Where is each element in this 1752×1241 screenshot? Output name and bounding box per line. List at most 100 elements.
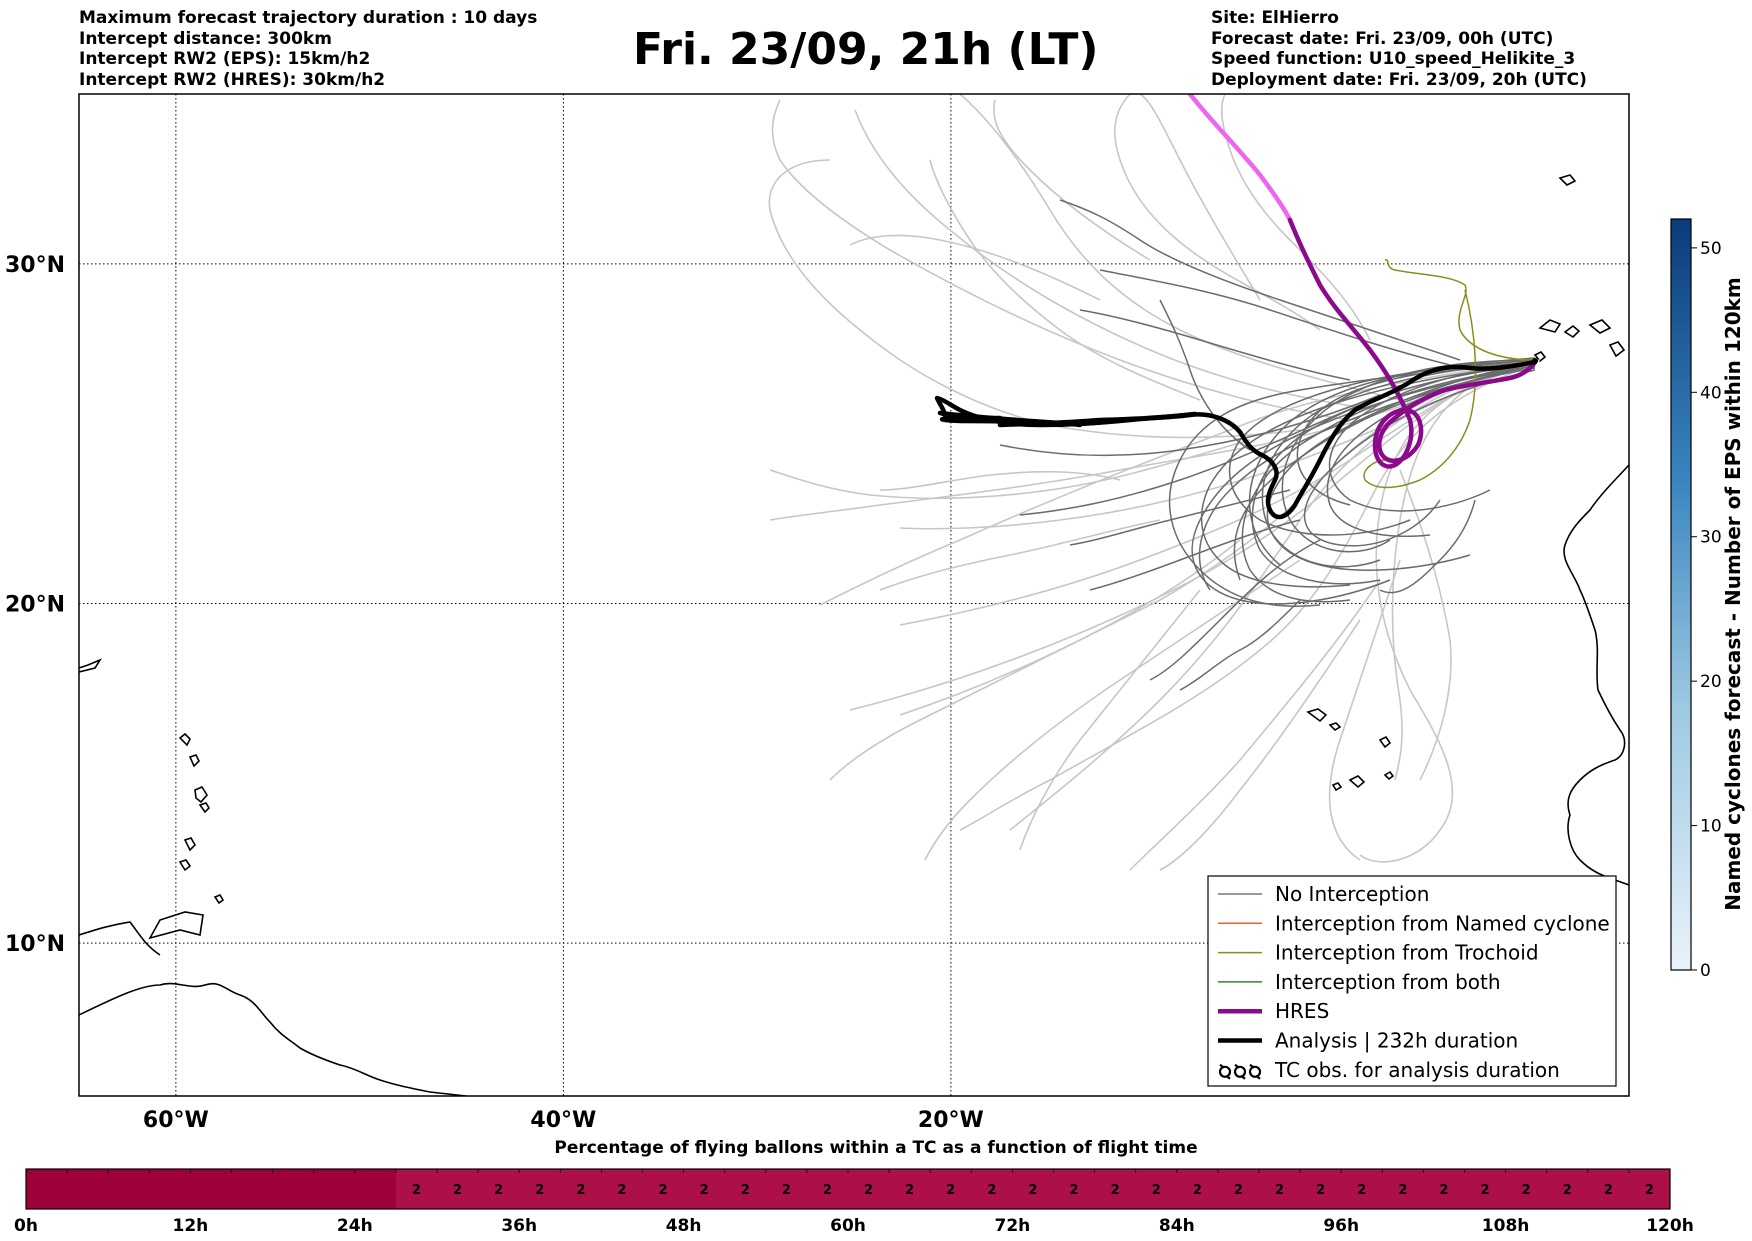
deployment-date: Deployment date: Fri. 23/09, 20h (UTC) — [1211, 69, 1587, 90]
legend-label: Analysis | 232h duration — [1275, 1029, 1518, 1053]
timeline-segment — [930, 1169, 972, 1209]
eps-dark-18 — [1099, 269, 1451, 366]
timeline-hour-label: 120h — [1646, 1216, 1694, 1236]
timeline-segment-value: 2 — [1522, 1183, 1531, 1198]
hres-track-early — [1187, 94, 1293, 223]
eps-light-9 — [769, 361, 1531, 521]
timeline-segment-value: 2 — [905, 1183, 914, 1198]
timeline-segment-value: 2 — [741, 1183, 750, 1198]
eps-light-19 — [1220, 94, 1371, 341]
timeline-segment — [1505, 1169, 1548, 1209]
eps-dark-10 — [1191, 365, 1536, 605]
eps-light-23 — [1129, 579, 1381, 871]
timeline-segment — [560, 1169, 602, 1209]
eps-light-11 — [959, 94, 1401, 401]
eps-dark-27 — [1069, 489, 1291, 546]
timeline-segment-value: 2 — [1604, 1183, 1613, 1198]
hres-track — [1287, 217, 1538, 469]
eps-light-21 — [849, 234, 1101, 301]
timeline-hour-label: 84h — [1159, 1216, 1195, 1236]
timeline-segment — [1341, 1169, 1383, 1209]
timeline-segment-value: 2 — [782, 1183, 791, 1198]
timeline-segment-value: 2 — [1481, 1183, 1490, 1198]
timeline-segment — [1217, 1169, 1260, 1209]
lat-tick-label: 30°N — [5, 253, 65, 278]
param-rw2-eps: Intercept RW2 (EPS): 15km/h2 — [79, 49, 371, 69]
timeline-segment — [848, 1169, 890, 1209]
legend-box — [1207, 875, 1617, 1087]
canary-island-4 — [1608, 341, 1626, 358]
param-rw2-hres: Intercept RW2 (HRES): 30km/h2 — [79, 69, 386, 90]
eps-dark-25 — [1149, 539, 1321, 681]
param-duration: Maximum forecast trajectory duration : 1… — [79, 8, 538, 28]
eps-dark-24 — [1379, 499, 1476, 594]
cape-verde-2 — [1328, 722, 1342, 732]
timeline-segment-value: 2 — [1645, 1183, 1654, 1198]
timeline-segment — [354, 1169, 397, 1209]
tc-percentage-timeline: 2 2 2 2 2 2 2 2 2 2 2 2 2 2 2 2 2 2 2 2 2 2 2 2 2 2 2 2 2 2 2 0h 12h 24h… — [14, 1168, 1694, 1236]
timeline-segment-value: 2 — [1275, 1183, 1284, 1198]
eps-dark-11 — [1228, 359, 1536, 536]
timeline-hour-label: 60h — [830, 1216, 866, 1236]
eps-dark-23 — [1179, 599, 1301, 691]
cape-verde-1 — [1306, 708, 1328, 723]
timeline-segment-value: 2 — [987, 1183, 996, 1198]
timeline-segment — [231, 1169, 274, 1209]
colorbar-tick-label: 40 — [1700, 383, 1722, 403]
timeline-segment-value: 2 — [946, 1183, 955, 1198]
latitude-ticks: 30°N 20°N 10°N — [5, 253, 65, 957]
timeline-title: Percentage of flying ballons within a TC… — [554, 1138, 1198, 1158]
lesser-antilles-3 — [194, 785, 208, 804]
eps-light-22 — [1328, 559, 1401, 861]
timeline-segment — [1135, 1169, 1178, 1209]
timeline-segment-value: 2 — [1439, 1183, 1448, 1198]
timeline-segment — [724, 1169, 767, 1209]
eps-dark-20 — [1019, 404, 1361, 516]
timeline-segment — [1012, 1169, 1054, 1209]
timeline-segment — [806, 1169, 849, 1209]
timeline-segment-value: 2 — [1398, 1183, 1407, 1198]
puerto-rico-island — [79, 658, 103, 673]
eps-dark-3 — [1251, 363, 1536, 585]
eps-light-12 — [854, 109, 1381, 411]
cape-verde-5 — [1331, 782, 1343, 792]
speed-function: Speed function: U10_speed_Helikite_3 — [1211, 49, 1576, 69]
africa-coast — [1563, 464, 1629, 886]
timeline-hour-label: 36h — [501, 1216, 537, 1236]
eps-dark-19 — [999, 394, 1381, 457]
eps-light-13 — [771, 99, 1351, 421]
colorbar-tick-label: 30 — [1700, 528, 1722, 548]
graticule — [79, 94, 1629, 1096]
timeline-segment — [601, 1169, 643, 1209]
eps-light-4 — [1359, 374, 1501, 863]
timeline-segment — [1053, 1169, 1096, 1209]
colorbar-tick-label: 10 — [1700, 817, 1722, 837]
timeline-segment — [437, 1169, 479, 1209]
eps-light-25 — [899, 539, 1241, 716]
lesser-antilles-6 — [178, 859, 192, 872]
timeline-segment — [971, 1169, 1013, 1209]
madeira — [1558, 174, 1577, 186]
colorbar: 0 10 20 30 40 50 Named cyclones forecast - Nu… — [1670, 218, 1745, 981]
canary-island-5 — [1533, 350, 1547, 363]
lon-tick-label: 20°W — [918, 1108, 984, 1133]
eps-dark-22 — [1159, 299, 1251, 451]
timeline-segment — [519, 1169, 561, 1209]
timeline-segment — [149, 1169, 191, 1209]
timeline-segment-value: 2 — [494, 1183, 503, 1198]
map-frame — [78, 93, 1630, 1097]
timeline-segment-value: 2 — [535, 1183, 544, 1198]
eps-light-17 — [993, 99, 1151, 261]
eps-light-15 — [769, 439, 1251, 500]
eps-light-5 — [1391, 379, 1481, 781]
eps-light-14 — [768, 159, 1301, 439]
eps-light-7 — [899, 364, 1521, 626]
timeline-segment — [1300, 1169, 1342, 1209]
timeline-segment — [765, 1169, 808, 1209]
timeline-segment — [313, 1169, 356, 1209]
cyclone-icon — [1218, 1063, 1262, 1080]
coastlines — [79, 174, 1629, 1096]
eps-light-28 — [1399, 469, 1452, 781]
timeline-segment-value: 2 — [617, 1183, 626, 1198]
